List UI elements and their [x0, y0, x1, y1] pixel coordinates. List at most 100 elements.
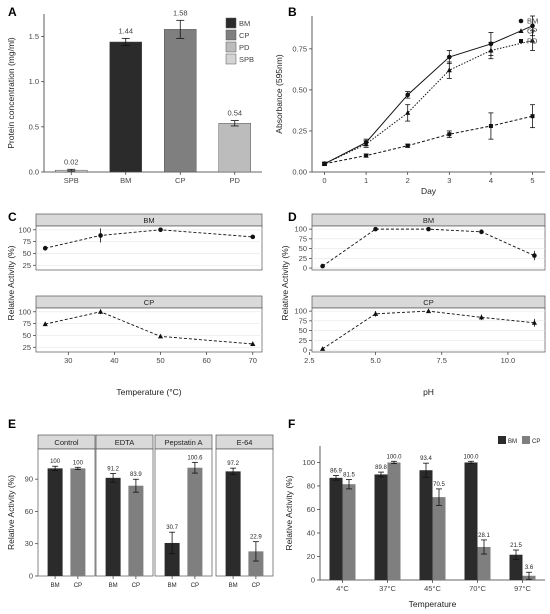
e-bar-cp	[128, 485, 144, 576]
b-line-pd	[324, 115, 533, 165]
b-xtick-label: 4	[489, 176, 493, 185]
f-bar-bm	[374, 474, 388, 580]
e-panel-frame	[37, 448, 96, 577]
f-ytick-label: 80	[307, 481, 315, 490]
a-xtick-label: CP	[175, 176, 185, 185]
e-ylabel: Relative Activity (%)	[6, 475, 16, 550]
a-ylabel: Protein concentration (mg/ml)	[6, 37, 16, 149]
a-value-label: 0.02	[64, 157, 79, 166]
a-legend-key-bm	[225, 17, 237, 29]
a-value-label: 1.58	[173, 8, 188, 17]
b-line-cp	[324, 40, 533, 165]
b-point-pd	[364, 153, 369, 158]
b-ylabel: Absorbance (595nm)	[274, 54, 284, 134]
b-point-bm	[405, 92, 410, 98]
b-line-bm	[324, 25, 533, 165]
e-strip-label: E-64	[237, 438, 253, 447]
a-bar-cp	[164, 29, 197, 173]
c-point-bm	[98, 233, 103, 238]
e-bar-cp	[187, 467, 203, 576]
a-ytick-label: 0.5	[29, 122, 39, 131]
f-value-label: 86.9	[330, 469, 342, 475]
f-xlabel: Temperature	[409, 599, 457, 609]
panel-e-letter: E	[8, 417, 16, 431]
c-ytick-label: 75	[23, 319, 31, 328]
d-point-cp	[425, 308, 432, 314]
a-ytick-label: 1.5	[29, 32, 39, 41]
c-strip-label: BM	[143, 216, 154, 225]
c-line-bm	[45, 229, 253, 249]
e-facet-3: E-64 97.2 BM 22.9 CP	[215, 434, 274, 589]
d-ytick-label: 0	[303, 264, 307, 273]
b-point-bm	[530, 23, 535, 29]
b-xtick-label: 3	[447, 176, 451, 185]
f-legend-key-bm	[498, 436, 506, 444]
c-facet-bm: BM 25 50 75 100	[18, 213, 263, 271]
d-panel-frame	[311, 307, 546, 353]
d-xtick-label: 10.0	[501, 356, 516, 365]
f-value-label: 81.5	[343, 473, 355, 479]
f-xtick-label: 45°C	[424, 584, 441, 593]
c-ytick-label: 75	[23, 237, 31, 246]
f-legend-key-cp	[522, 436, 530, 444]
f-legend-label: CP	[532, 439, 540, 445]
e-value-label: 100	[50, 459, 61, 465]
f-value-label: 28.1	[478, 533, 490, 539]
f-xtick-label: 37°C	[379, 584, 396, 593]
f-ytick-label: 100	[302, 458, 315, 467]
e-facet-0: Control 100 BM 100 CP	[37, 434, 96, 589]
f-value-label: 89.8	[375, 465, 387, 471]
d-point-cp	[372, 311, 379, 316]
b-point-pd	[322, 161, 327, 166]
e-bar-bm	[164, 542, 180, 576]
panel-c: C BM 25 50 75 100 CP 25 50 75 100 30 40 50 60 70 Tempera…	[6, 210, 263, 397]
e-xtick-label: BM	[109, 583, 118, 589]
e-facet-2: Pepstatin A 30.7 BM 100.6 CP	[154, 434, 213, 589]
f-xtick-label: 4°C	[336, 584, 349, 593]
d-ytick-label: 100	[294, 307, 307, 316]
e-ytick-label: 0	[29, 572, 33, 581]
e-xtick-label: CP	[74, 583, 82, 589]
c-ytick-label: 100	[18, 307, 31, 316]
a-xtick-label: PD	[230, 176, 241, 185]
panel-d-letter: D	[288, 210, 297, 224]
b-point-cp	[446, 67, 452, 73]
f-bar-bm	[509, 554, 523, 580]
c-point-bm	[42, 245, 48, 251]
f-bar-cp	[477, 546, 491, 580]
e-bar-bm	[105, 477, 121, 576]
b-xtick-label: 0	[322, 176, 326, 185]
e-xtick-label: BM	[168, 583, 177, 589]
a-legend: BM CP PD SPB	[225, 17, 254, 65]
panel-f-letter: F	[288, 417, 295, 431]
c-strip-label: CP	[144, 298, 154, 307]
e-bar-bm	[47, 468, 63, 576]
a-value-label: 1.44	[118, 26, 133, 35]
c-xtick-label: 30	[64, 356, 72, 365]
d-point-cp	[319, 346, 326, 351]
a-bar-bm	[109, 41, 142, 173]
f-value-label: 3.6	[525, 565, 534, 571]
d-ylabel: Relative Activity (%)	[280, 245, 290, 320]
e-value-label: 22.9	[250, 535, 262, 541]
b-legend-label: BM	[527, 17, 538, 26]
e-ytick-label: 30	[25, 539, 33, 548]
b-legend-key-bm	[518, 18, 524, 24]
a-xtick-label: BM	[120, 176, 131, 185]
e-bar-cp	[248, 551, 264, 576]
d-strip-label: BM	[423, 216, 434, 225]
f-xtick-label: 97°C	[514, 584, 531, 593]
b-ytick-label: 0.25	[292, 126, 307, 135]
b-ytick-label: 0.00	[292, 168, 307, 177]
a-xtick-label: SPB	[64, 176, 79, 185]
d-ytick-label: 25	[299, 336, 307, 345]
panel-b-letter: B	[288, 5, 297, 19]
e-strip-label: Pepstatin A	[165, 438, 203, 447]
e-value-label: 30.7	[166, 525, 178, 531]
c-point-cp	[250, 341, 256, 346]
a-legend-key-cp	[225, 29, 237, 41]
a-legend-label: CP	[239, 31, 249, 40]
d-point-bm	[532, 253, 537, 258]
